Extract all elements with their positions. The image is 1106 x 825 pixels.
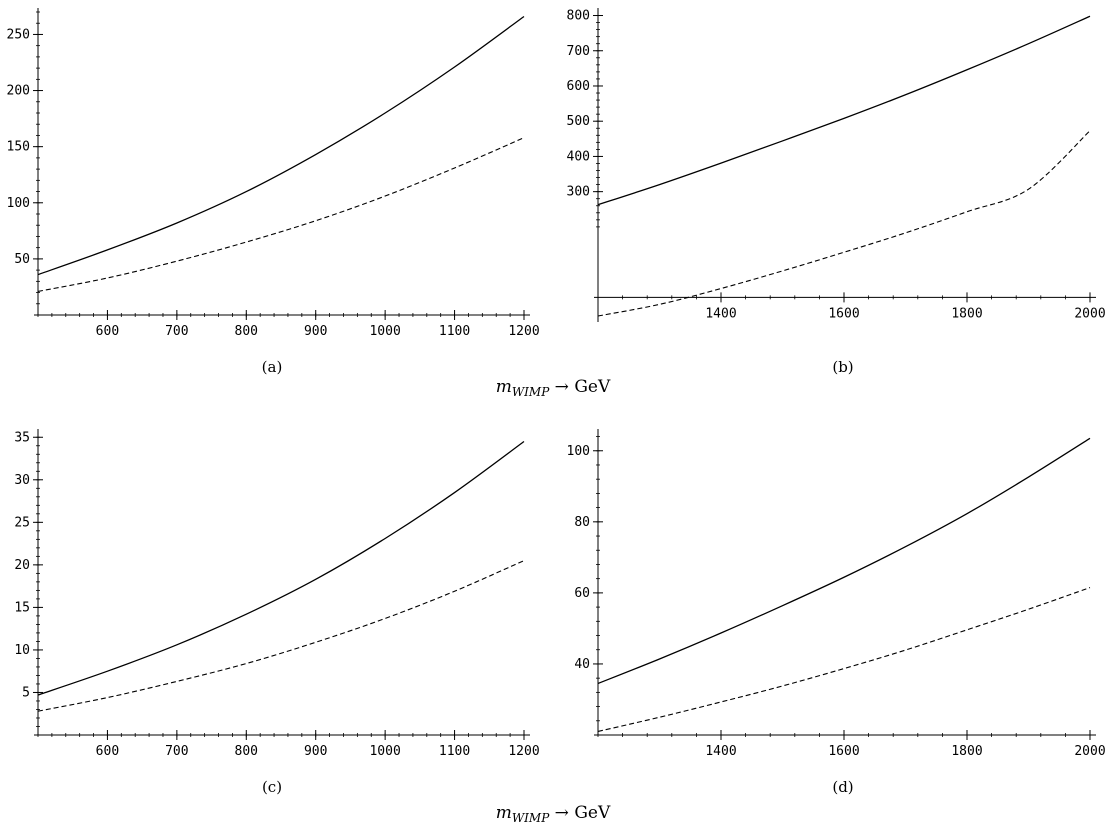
series-line-solid bbox=[597, 437, 1091, 685]
series-line-dashed bbox=[37, 137, 525, 292]
series-line-solid bbox=[37, 15, 525, 276]
x-tick-label: 600 bbox=[96, 324, 119, 339]
x-tick-label: 600 bbox=[96, 744, 119, 759]
y-tick-label: 600 bbox=[567, 79, 590, 94]
x-tick-label: 1600 bbox=[828, 744, 859, 759]
y-tick-label: 200 bbox=[7, 84, 30, 99]
y-tick-label: 5 bbox=[22, 685, 30, 700]
y-tick-label: 250 bbox=[7, 27, 30, 42]
panel-d: 1400 1600 1800 2000 40 60 80 100 (d) bbox=[567, 429, 1106, 796]
y-tick-label: 500 bbox=[567, 114, 590, 129]
y-tick-label: 40 bbox=[574, 657, 590, 672]
x-tick-label: 700 bbox=[165, 744, 188, 759]
series-line-dashed bbox=[597, 587, 1091, 732]
y-tick-label: 100 bbox=[7, 196, 30, 211]
series-line-dashed bbox=[597, 130, 1091, 317]
y-tick-label: 800 bbox=[567, 9, 590, 24]
panel-caption: (c) bbox=[262, 778, 282, 796]
panel-a: 600 700 800 900 1000 1100 1200 50 100 150 200 250 (a… bbox=[7, 8, 540, 376]
y-tick-label: 300 bbox=[567, 185, 590, 200]
x-tick-label: 1400 bbox=[705, 744, 736, 759]
x-tick-label: 1000 bbox=[369, 324, 400, 339]
x-tick-label: 1400 bbox=[705, 306, 736, 321]
y-tick-label: 700 bbox=[567, 44, 590, 59]
y-tick-label: 400 bbox=[567, 149, 590, 164]
y-tick-label: 60 bbox=[574, 586, 590, 601]
panel-caption: (d) bbox=[832, 778, 853, 796]
y-tick-label: 10 bbox=[14, 643, 30, 658]
y-tick-label: 150 bbox=[7, 140, 30, 155]
x-tick-label: 2000 bbox=[1074, 744, 1105, 759]
x-tick-label: 1000 bbox=[369, 744, 400, 759]
x-tick-label: 1800 bbox=[951, 744, 982, 759]
x-axis-label-top: mWIMP → GeV bbox=[496, 377, 611, 399]
y-tick-label: 25 bbox=[14, 515, 30, 530]
panel-caption: (a) bbox=[262, 358, 283, 376]
x-tick-label: 900 bbox=[304, 744, 327, 759]
panel-b: 1400 1600 1800 2000 300 400 500 600 700 800 (b) bbox=[567, 8, 1106, 376]
y-tick-label: 15 bbox=[14, 600, 30, 615]
x-axis-label-bottom: mWIMP → GeV bbox=[496, 803, 611, 825]
x-tick-label: 1600 bbox=[828, 306, 859, 321]
x-tick-label: 1200 bbox=[508, 324, 539, 339]
y-tick-label: 100 bbox=[567, 444, 590, 459]
x-tick-label: 1800 bbox=[951, 306, 982, 321]
panels: 600 700 800 900 1000 1100 1200 50 100 150 200 250 (a… bbox=[7, 8, 1106, 796]
panel-c: 600 700 800 900 1000 1100 1200 5 10 15 20 25 30 35 (c) bbox=[14, 429, 540, 796]
x-tick-label: 800 bbox=[235, 744, 258, 759]
series-line-solid bbox=[597, 15, 1091, 206]
x-tick-label: 700 bbox=[165, 324, 188, 339]
x-tick-label: 900 bbox=[304, 324, 327, 339]
y-tick-label: 30 bbox=[14, 473, 30, 488]
panel-caption: (b) bbox=[832, 358, 853, 376]
x-tick-label: 1100 bbox=[439, 324, 470, 339]
series-line-dashed bbox=[37, 560, 525, 712]
x-tick-label: 1200 bbox=[508, 744, 539, 759]
x-tick-label: 800 bbox=[235, 324, 258, 339]
x-tick-label: 2000 bbox=[1074, 306, 1105, 321]
x-tick-label: 1100 bbox=[439, 744, 470, 759]
y-tick-label: 20 bbox=[14, 558, 30, 573]
y-tick-label: 50 bbox=[14, 252, 30, 267]
y-tick-label: 80 bbox=[574, 515, 590, 530]
series-line-solid bbox=[37, 440, 525, 696]
y-tick-label: 35 bbox=[14, 430, 30, 445]
